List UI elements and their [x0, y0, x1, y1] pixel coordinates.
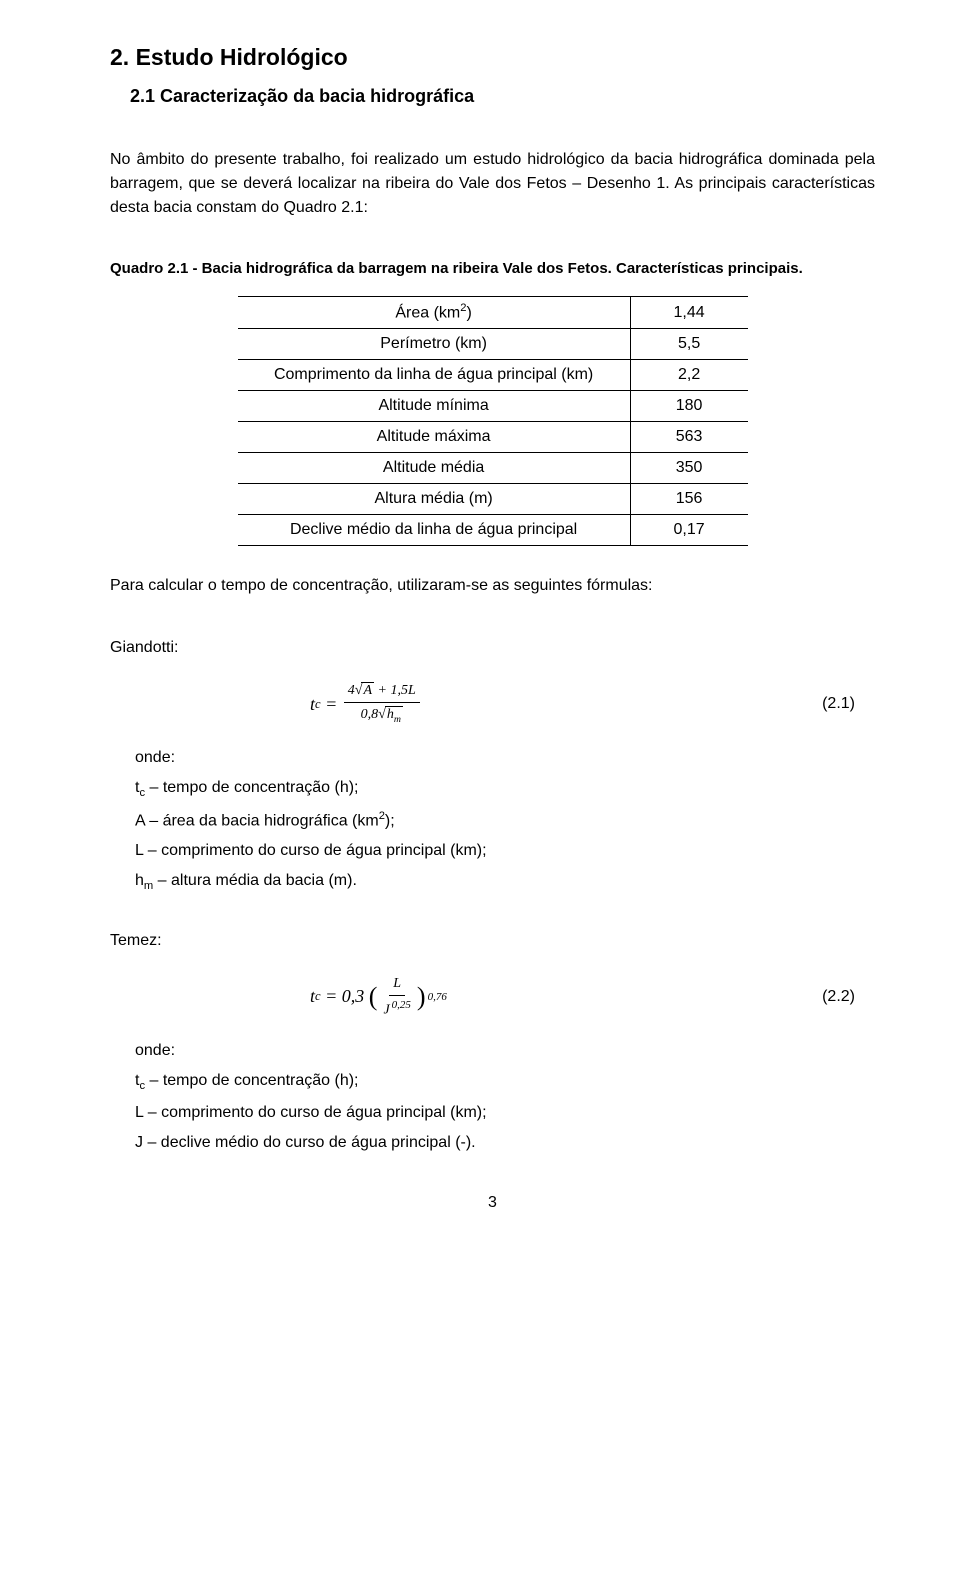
temez-equation: tc = 0,3 ( L J0,25 )0,76: [310, 973, 447, 1021]
giandotti-equation-row: tc = 4A + 1,5L 0,8hm (2.1): [110, 680, 875, 727]
table-cell-label: Altitude mínima: [238, 391, 631, 422]
equation-number: (2.2): [822, 985, 855, 1009]
table-cell-label: Declive médio da linha de água principal: [238, 515, 631, 546]
onde-label: onde:: [135, 746, 875, 770]
table-cell-label: Altura média (m): [238, 484, 631, 515]
definition-line: A – área da bacia hidrográfica (km2);: [135, 808, 875, 833]
after-table-paragraph: Para calcular o tempo de concentração, u…: [110, 574, 875, 598]
onde-label: onde:: [135, 1039, 875, 1063]
subsection-heading: 2.1 Caracterização da bacia hidrográfica: [130, 83, 875, 110]
table-cell-value: 5,5: [630, 329, 747, 360]
page-number: 3: [110, 1191, 875, 1215]
temez-definitions: onde: tc – tempo de concentração (h); L …: [110, 1039, 875, 1155]
table-row: Comprimento da linha de água principal (…: [238, 360, 748, 391]
table-row: Perímetro (km) 5,5: [238, 329, 748, 360]
table-cell-value: 2,2: [630, 360, 747, 391]
definition-line: hm – altura média da bacia (m).: [135, 869, 875, 895]
definition-line: tc – tempo de concentração (h);: [135, 776, 875, 802]
table-cell-value: 1,44: [630, 297, 747, 329]
table-cell-label: Perímetro (km): [238, 329, 631, 360]
table-cell-value: 180: [630, 391, 747, 422]
table-cell-value: 0,17: [630, 515, 747, 546]
intro-paragraph: No âmbito do presente trabalho, foi real…: [110, 148, 875, 220]
definition-line: L – comprimento do curso de água princip…: [135, 1101, 875, 1125]
giandotti-definitions: onde: tc – tempo de concentração (h); A …: [110, 746, 875, 895]
table-row: Área (km2) 1,44: [238, 297, 748, 329]
giandotti-label: Giandotti:: [110, 636, 875, 660]
table-row: Altitude média 350: [238, 453, 748, 484]
table-row: Altitude mínima 180: [238, 391, 748, 422]
table-cell-label: Altitude máxima: [238, 422, 631, 453]
table-caption: Quadro 2.1 - Bacia hidrográfica da barra…: [110, 258, 875, 281]
temez-label: Temez:: [110, 929, 875, 953]
table-row: Declive médio da linha de água principal…: [238, 515, 748, 546]
table-cell-label: Área (km2): [238, 297, 631, 329]
definition-line: tc – tempo de concentração (h);: [135, 1069, 875, 1095]
table-cell-label: Altitude média: [238, 453, 631, 484]
table-cell-value: 350: [630, 453, 747, 484]
table-row: Altura média (m) 156: [238, 484, 748, 515]
table-row: Altitude máxima 563: [238, 422, 748, 453]
definition-line: L – comprimento do curso de água princip…: [135, 839, 875, 863]
temez-equation-row: tc = 0,3 ( L J0,25 )0,76 (2.2): [110, 973, 875, 1021]
table-cell-label: Comprimento da linha de água principal (…: [238, 360, 631, 391]
table-cell-value: 156: [630, 484, 747, 515]
definition-line: J – declive médio do curso de água princ…: [135, 1131, 875, 1155]
section-heading: 2. Estudo Hidrológico: [110, 40, 875, 75]
giandotti-equation: tc = 4A + 1,5L 0,8hm: [310, 680, 422, 727]
characteristics-table: Área (km2) 1,44 Perímetro (km) 5,5 Compr…: [238, 296, 748, 546]
equation-number: (2.1): [822, 692, 855, 716]
table-cell-value: 563: [630, 422, 747, 453]
